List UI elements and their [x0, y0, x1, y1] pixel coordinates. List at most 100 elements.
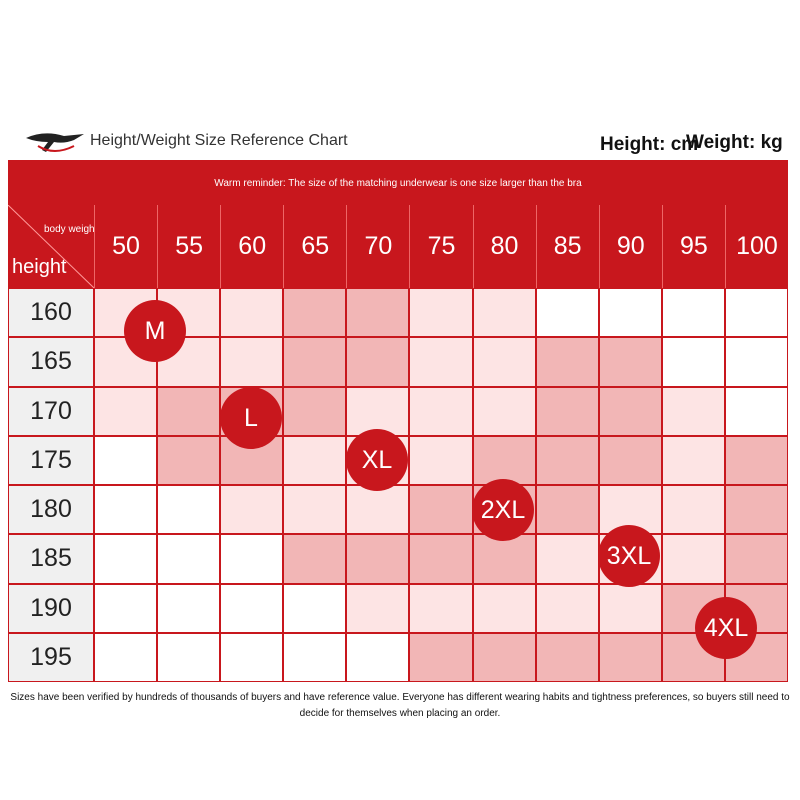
size-cell	[724, 485, 788, 535]
size-cell	[409, 386, 473, 436]
weight-header: 80	[472, 205, 536, 288]
weight-header: 65	[283, 205, 347, 288]
height-header: 180	[8, 485, 94, 535]
size-cell	[724, 534, 788, 584]
size-cell	[472, 632, 536, 682]
corner-weight: body weight	[44, 224, 98, 235]
title: Height/Weight Size Reference Chart	[90, 132, 348, 149]
size-cell	[346, 583, 410, 633]
weight-header: 55	[157, 205, 221, 288]
size-badge: 3XL	[598, 525, 660, 587]
weight-header: 50	[94, 205, 158, 288]
corner-diagonal	[8, 205, 94, 288]
weight-header: 70	[346, 205, 410, 288]
size-cell	[661, 386, 725, 436]
size-cell	[283, 534, 347, 584]
size-cell	[598, 337, 662, 387]
size-cell	[94, 485, 158, 535]
size-cell	[409, 288, 473, 338]
size-cell	[157, 534, 221, 584]
size-cell	[535, 337, 599, 387]
height-header: 195	[8, 632, 94, 682]
size-cell	[283, 386, 347, 436]
size-cell	[220, 632, 284, 682]
size-cell	[598, 435, 662, 485]
height-header: 165	[8, 337, 94, 387]
size-cell	[472, 386, 536, 436]
size-cell	[94, 435, 158, 485]
size-cell	[598, 632, 662, 682]
size-cell	[661, 534, 725, 584]
weight-header: 75	[409, 205, 473, 288]
size-cell	[346, 337, 410, 387]
size-cell	[598, 583, 662, 633]
size-cell	[283, 583, 347, 633]
size-cell	[157, 386, 221, 436]
height-header: 185	[8, 534, 94, 584]
corner-height: height	[12, 256, 67, 278]
size-cell	[283, 435, 347, 485]
size-cell	[283, 337, 347, 387]
size-cell	[472, 583, 536, 633]
size-cell	[724, 386, 788, 436]
size-cell	[409, 435, 473, 485]
size-cell	[157, 435, 221, 485]
weight-header: 100	[724, 205, 788, 288]
size-cell	[661, 485, 725, 535]
size-cell	[472, 288, 536, 338]
size-cell	[94, 583, 158, 633]
size-cell	[535, 288, 599, 338]
size-cell	[409, 632, 473, 682]
size-cell	[472, 435, 536, 485]
size-cell	[472, 337, 536, 387]
size-cell	[94, 534, 158, 584]
size-cell	[157, 632, 221, 682]
reminder: Warm reminder: The size of the matching …	[214, 178, 582, 189]
size-cell	[157, 485, 221, 535]
size-badge: L	[220, 387, 282, 449]
size-cell	[346, 386, 410, 436]
size-cell	[661, 435, 725, 485]
size-cell	[535, 583, 599, 633]
height-header: 190	[8, 583, 94, 633]
size-cell	[220, 288, 284, 338]
size-badge: XL	[346, 429, 408, 491]
size-cell	[598, 288, 662, 338]
corner-cell	[8, 205, 94, 288]
weight-unit: Weight: kg	[686, 132, 783, 153]
size-cell	[724, 435, 788, 485]
size-cell	[409, 485, 473, 535]
size-cell	[346, 288, 410, 338]
weight-header: 90	[598, 205, 662, 288]
size-cell	[94, 386, 158, 436]
size-cell	[346, 632, 410, 682]
size-cell	[535, 534, 599, 584]
weight-header: 85	[535, 205, 599, 288]
size-badge: 4XL	[695, 597, 757, 659]
size-cell	[220, 534, 284, 584]
size-cell	[598, 386, 662, 436]
size-cell	[535, 485, 599, 535]
size-cell	[535, 386, 599, 436]
size-cell	[661, 288, 725, 338]
size-badge: M	[124, 300, 186, 362]
size-cell	[220, 485, 284, 535]
height-header: 175	[8, 435, 94, 485]
size-cell	[409, 337, 473, 387]
size-cell	[535, 435, 599, 485]
logo	[26, 133, 84, 152]
reminder-band	[8, 160, 788, 205]
size-cell	[283, 485, 347, 535]
size-cell	[661, 337, 725, 387]
height-header: 170	[8, 386, 94, 436]
size-cell	[409, 583, 473, 633]
size-cell	[409, 534, 473, 584]
weight-header: 95	[661, 205, 725, 288]
size-cell	[472, 534, 536, 584]
weight-header: 60	[220, 205, 284, 288]
size-cell	[724, 288, 788, 338]
size-cell	[724, 337, 788, 387]
size-cell	[157, 583, 221, 633]
footer: Sizes have been verified by hundreds of …	[10, 692, 790, 719]
